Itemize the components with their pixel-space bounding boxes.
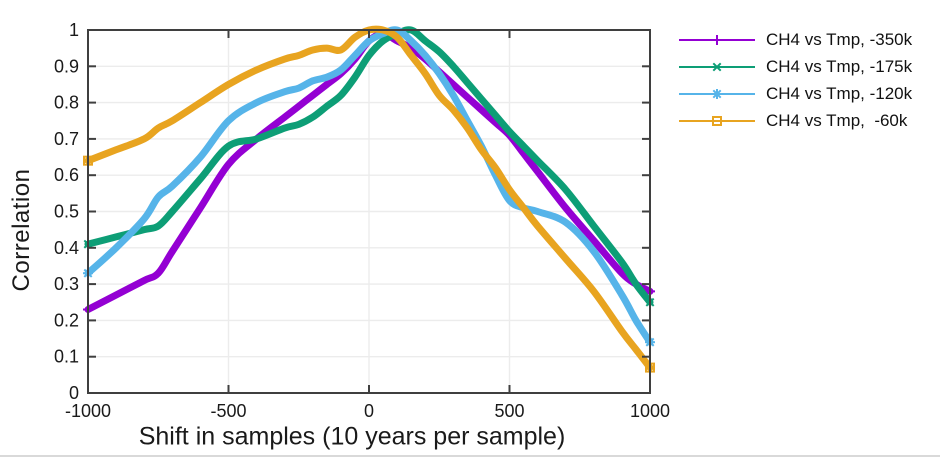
y-tick-label: 0.4 [54, 238, 79, 258]
legend-sample-svg [679, 62, 755, 71]
x-tick-label: 0 [364, 401, 374, 421]
x-tick-label: -500 [210, 401, 246, 421]
series-marker-square-icon [712, 115, 722, 126]
legend-label-350k: CH4 vs Tmp, -350k [766, 29, 913, 49]
y-axis-title: Correlation [8, 168, 35, 292]
legend-item-350k: CH4 vs Tmp, -350k [678, 26, 912, 53]
x-axis-title: Shift in samples (10 years per sample) [138, 422, 566, 451]
y-tick-label: 0.1 [54, 347, 79, 367]
y-tick-label: 1 [69, 20, 79, 40]
legend-sample-svg [679, 34, 755, 45]
y-tick-label: 0.9 [54, 56, 79, 76]
legend-sample-svg [679, 115, 755, 126]
legend-label-175k: CH4 vs Tmp, -175k [766, 56, 913, 76]
y-tick-label: 0.3 [54, 274, 79, 294]
legend: CH4 vs Tmp, -350k CH4 vs Tmp, -175k CH4 … [678, 26, 912, 134]
legend-label-60k: CH4 vs Tmp, -60k [766, 110, 908, 130]
legend-line-sample-175k [678, 59, 756, 75]
legend-item-60k: CH4 vs Tmp, -60k [678, 107, 912, 134]
legend-item-120k: CH4 vs Tmp, -120k [678, 80, 912, 107]
y-tick-label: 0.6 [54, 165, 79, 185]
x-tick-label: -1000 [65, 401, 111, 421]
y-tick-label: 0.5 [54, 202, 79, 222]
legend-line-sample-60k [678, 113, 756, 129]
y-tick-label: 0.2 [54, 310, 79, 330]
legend-line-sample-350k [678, 32, 756, 48]
x-tick-label: 500 [494, 401, 524, 421]
y-tick-label: 0.7 [54, 129, 79, 149]
y-tick-label: 0 [69, 383, 79, 403]
series-line-3 [84, 25, 654, 372]
x-tick-label: 1000 [630, 401, 670, 421]
page-bottom-divider [0, 455, 940, 457]
legend-label-120k: CH4 vs Tmp, -120k [766, 83, 913, 103]
series-marker-asterisk-icon [712, 89, 722, 98]
y-tick-label: 0.8 [54, 93, 79, 113]
series-marker-cross-icon [712, 62, 722, 71]
legend-line-sample-120k [678, 86, 756, 102]
series-line-1 [84, 26, 654, 306]
legend-sample-svg [679, 88, 755, 99]
legend-item-175k: CH4 vs Tmp, -175k [678, 53, 912, 80]
